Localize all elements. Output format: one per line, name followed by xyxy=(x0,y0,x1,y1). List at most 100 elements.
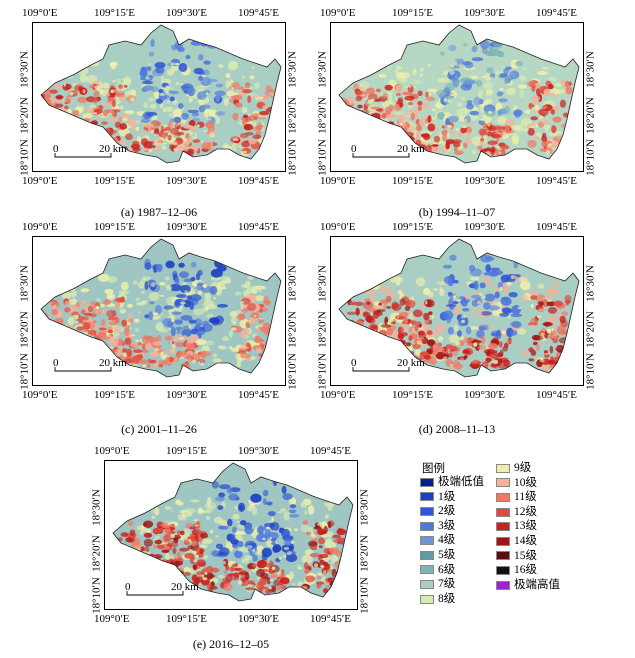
texture-patch xyxy=(550,291,557,297)
texture-patch xyxy=(140,118,151,124)
texture-patch xyxy=(416,277,426,287)
texture-patch xyxy=(341,119,349,128)
texture-patch xyxy=(161,549,170,553)
texture-patch xyxy=(521,349,530,357)
right-latitude-tick: 18°30′N xyxy=(358,489,371,526)
texture-patch xyxy=(112,99,116,108)
texture-patch xyxy=(272,585,277,593)
texture-patch xyxy=(170,560,175,570)
texture-patch xyxy=(197,361,201,364)
texture-patch xyxy=(357,334,366,341)
texture-patch xyxy=(465,326,472,335)
texture-patch xyxy=(196,544,208,549)
texture-patch xyxy=(517,84,527,89)
texture-patch xyxy=(251,66,255,69)
texture-patch xyxy=(378,336,391,342)
texture-patch xyxy=(191,574,198,582)
texture-patch xyxy=(198,75,204,81)
texture-patch xyxy=(176,530,181,536)
texture-patch xyxy=(226,487,233,494)
texture-patch xyxy=(106,129,117,135)
texture-patch xyxy=(412,68,417,76)
texture-patch xyxy=(355,307,360,316)
texture-patch xyxy=(167,327,172,331)
texture-patch xyxy=(205,92,209,96)
texture-patch xyxy=(112,127,117,130)
texture-patch xyxy=(425,300,428,305)
texture-patch xyxy=(564,294,572,303)
scale-bar xyxy=(126,591,184,596)
texture-patch xyxy=(431,145,437,152)
texture-patch xyxy=(449,254,457,261)
texture-patch xyxy=(174,276,180,286)
texture-patch xyxy=(219,520,230,527)
texture-patch xyxy=(540,120,550,124)
texture-patch xyxy=(534,136,539,140)
texture-patch xyxy=(397,278,400,282)
texture-patch xyxy=(174,319,183,325)
legend-label: 10级 xyxy=(514,476,537,489)
texture-patch xyxy=(159,294,165,297)
texture-patch xyxy=(302,520,309,525)
texture-patch xyxy=(469,303,472,306)
texture-patch xyxy=(160,580,171,590)
texture-patch xyxy=(416,123,421,132)
texture-patch xyxy=(272,530,276,532)
texture-patch xyxy=(367,93,378,101)
texture-patch xyxy=(398,350,409,356)
texture-patch xyxy=(510,321,521,328)
texture-patch xyxy=(529,125,536,129)
texture-patch xyxy=(348,301,360,306)
texture-patch xyxy=(161,312,164,316)
texture-patch xyxy=(129,529,136,536)
texture-patch xyxy=(87,329,97,336)
texture-patch xyxy=(110,89,114,94)
texture-patch xyxy=(201,140,204,144)
texture-patch xyxy=(364,336,367,340)
texture-patch xyxy=(401,91,413,96)
texture-patch xyxy=(171,142,178,145)
texture-patch xyxy=(362,362,372,367)
legend-label: 9级 xyxy=(514,462,532,474)
texture-patch xyxy=(266,559,270,564)
texture-patch xyxy=(288,514,300,518)
texture-patch xyxy=(218,492,225,498)
texture-patch xyxy=(338,568,346,577)
texture-patch xyxy=(125,537,134,543)
texture-patch xyxy=(469,110,479,116)
texture-patch xyxy=(162,107,167,110)
texture-patch xyxy=(158,364,164,368)
top-longitude-tick: 109°0′E xyxy=(22,7,58,19)
bottom-longitude-tick: 109°30′E xyxy=(464,175,506,187)
texture-patch xyxy=(121,117,128,122)
texture-patch xyxy=(428,356,438,365)
texture-patch xyxy=(485,89,494,95)
texture-patch xyxy=(498,98,508,103)
texture-patch xyxy=(118,139,126,146)
texture-patch xyxy=(148,63,151,66)
texture-patch xyxy=(207,125,215,132)
texture-patch xyxy=(499,87,504,91)
texture-patch xyxy=(317,522,323,526)
texture-patch xyxy=(170,533,175,539)
texture-patch xyxy=(283,547,290,550)
right-latitude-tick: 18°20′N xyxy=(584,97,597,134)
bottom-longitude-tick: 109°45′E xyxy=(536,389,578,401)
texture-patch xyxy=(157,584,164,588)
texture-patch xyxy=(215,535,219,538)
texture-patch xyxy=(262,489,269,497)
texture-patch xyxy=(313,526,322,530)
texture-patch xyxy=(215,360,222,368)
texture-patch xyxy=(197,99,201,104)
texture-patch xyxy=(62,142,68,151)
texture-patch xyxy=(244,587,256,591)
texture-patch xyxy=(219,484,231,490)
texture-patch xyxy=(73,278,77,282)
texture-patch xyxy=(151,515,156,519)
texture-patch xyxy=(170,326,176,337)
texture-patch xyxy=(227,518,233,527)
texture-patch xyxy=(118,537,123,542)
texture-patch xyxy=(138,578,142,581)
texture-patch xyxy=(541,135,548,142)
texture-patch xyxy=(148,148,152,152)
